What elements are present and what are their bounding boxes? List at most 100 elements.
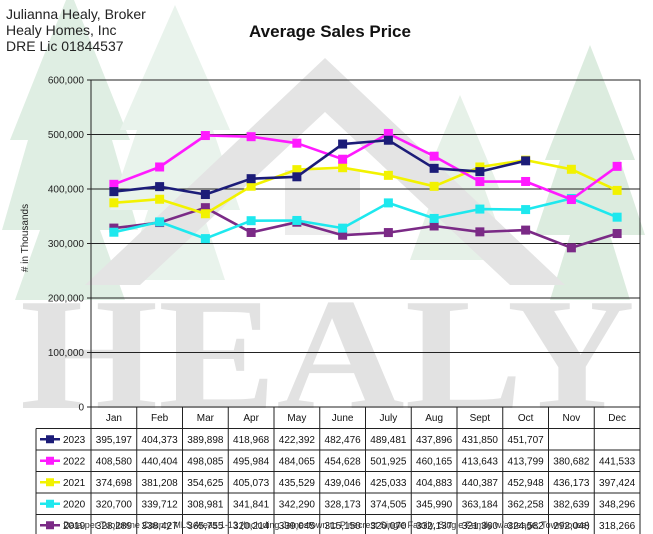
point-2023-Apr (246, 174, 256, 184)
point-2020-Feb (155, 217, 165, 227)
legend-label-2019: 2019 (63, 521, 86, 532)
series-line-2023 (113, 138, 526, 196)
data-label-2019-Sept: 321,360 (462, 521, 499, 532)
data-label-2019-May: 339,045 (279, 521, 316, 532)
point-2021-Aug (429, 181, 439, 191)
y-axis-label: # in Thousands (20, 204, 31, 272)
line-layer (109, 128, 622, 253)
point-2022-Oct (521, 176, 531, 186)
data-label-2022-Sept: 413,643 (462, 456, 499, 467)
point-2021-Dec (612, 185, 622, 195)
point-2019-Aug (429, 221, 439, 231)
y-tick-label: 500,000 (48, 130, 85, 141)
roof-shape (85, 58, 565, 285)
x-category-label: Jan (106, 413, 122, 424)
data-label-2022-Feb: 440,404 (142, 456, 179, 467)
data-label-2019-July: 320,070 (370, 521, 407, 532)
data-label-2022-Mar: 498,085 (187, 456, 224, 467)
point-2019-June (338, 230, 348, 240)
legend-swatch-marker-2020 (46, 499, 54, 508)
point-2022-July (383, 128, 393, 138)
point-2020-May (292, 215, 302, 225)
data-label-2023-May: 422,392 (279, 435, 316, 446)
point-2021-Feb (155, 194, 165, 204)
point-2023-Oct (521, 156, 531, 166)
data-label-2020-Aug: 345,990 (416, 499, 453, 510)
data-table: Jan Feb Mar Apr May June July Aug Sept Oct Nov Dec 2… (35, 406, 641, 534)
data-label-2022-Dec: 441,533 (599, 456, 636, 467)
x-category-label: May (287, 413, 306, 424)
background-art: HEALY (2, 0, 645, 443)
data-label-2023-Sept: 431,850 (462, 435, 499, 446)
point-2022-Jan (109, 179, 119, 189)
data-label-2023-June: 482,476 (325, 435, 362, 446)
data-label-2023-Apr: 418,968 (233, 435, 270, 446)
x-category-label: July (379, 413, 397, 424)
point-2021-Sept (475, 162, 485, 172)
data-label-2022-May: 484,065 (279, 456, 316, 467)
data-label-2020-Mar: 308,981 (187, 499, 224, 510)
point-2019-Mar (200, 203, 210, 213)
data-label-2020-June: 328,173 (325, 499, 362, 510)
series-line-2021 (113, 158, 618, 215)
y-tick-label: 300,000 (48, 239, 85, 250)
data-label-2019-Mar: 365,755 (187, 521, 224, 532)
data-label-2021-Feb: 381,208 (142, 478, 179, 489)
data-label-2021-Apr: 405,073 (233, 478, 270, 489)
tree-center (110, 5, 240, 280)
point-2023-Jan (109, 187, 119, 197)
point-2023-July (383, 135, 393, 145)
point-2019-July (383, 228, 393, 238)
data-label-2022-Apr: 495,984 (233, 456, 270, 467)
point-2022-Mar (200, 131, 210, 141)
data-label-2020-Feb: 339,712 (142, 499, 179, 510)
point-2022-Aug (429, 151, 439, 161)
x-category-label: June (332, 413, 354, 424)
data-label-2020-May: 342,290 (279, 499, 316, 510)
data-label-2021-June: 439,046 (325, 478, 362, 489)
y-tick-label: 0 (78, 403, 84, 414)
data-label-2019-Oct: 324,582 (508, 521, 545, 532)
data-label-2021-Jan: 374,698 (96, 478, 133, 489)
series-line-2022 (113, 132, 618, 201)
legend-label-2021: 2021 (63, 478, 86, 489)
point-2019-Dec (612, 229, 622, 239)
point-2021-Mar (200, 209, 210, 219)
x-category-label: Nov (562, 413, 580, 424)
broker-name: Julianna Healy, Broker (6, 6, 146, 22)
data-label-2022-July: 501,925 (370, 456, 407, 467)
legend-label-2020: 2020 (63, 499, 86, 510)
point-2019-Oct (521, 225, 531, 235)
legend-label-2022: 2022 (63, 456, 86, 467)
x-category-label: Apr (243, 413, 259, 424)
point-2020-June (338, 223, 348, 233)
data-label-2022-Jan: 408,580 (96, 456, 133, 467)
broker-company: Healy Homes, Inc (6, 22, 117, 38)
data-label-2021-July: 425,033 (370, 478, 407, 489)
point-2019-Sept (475, 227, 485, 237)
point-2020-Aug (429, 213, 439, 223)
data-label-2019-Feb: 338,427 (142, 521, 179, 532)
legend-swatch-marker-2023 (46, 435, 54, 444)
chart-title: Average Sales Price (249, 22, 411, 41)
point-2023-Aug (429, 163, 439, 173)
point-2021-Nov (566, 164, 576, 174)
watermark-text: HEALY (20, 265, 635, 443)
x-category-label: Oct (518, 413, 534, 424)
point-2023-Sept (475, 167, 485, 177)
footnote: Data per Tuolumne County MLS Areas 1-13 … (63, 520, 590, 530)
data-label-2021-Aug: 404,883 (416, 478, 453, 489)
tree-right-1 (535, 45, 645, 300)
point-2020-Sept (475, 204, 485, 214)
x-category-label: Dec (608, 413, 626, 424)
x-category-label: Mar (197, 413, 215, 424)
x-category-label: Feb (151, 413, 169, 424)
data-label-2023-July: 489,481 (370, 435, 407, 446)
data-label-2022-Oct: 413,799 (508, 456, 545, 467)
point-2022-Sept (475, 177, 485, 187)
y-tick-label: 600,000 (48, 76, 85, 87)
y-tick-label: 100,000 (48, 348, 85, 359)
data-label-2020-Jan: 320,700 (96, 499, 133, 510)
point-2021-Jan (109, 198, 119, 208)
